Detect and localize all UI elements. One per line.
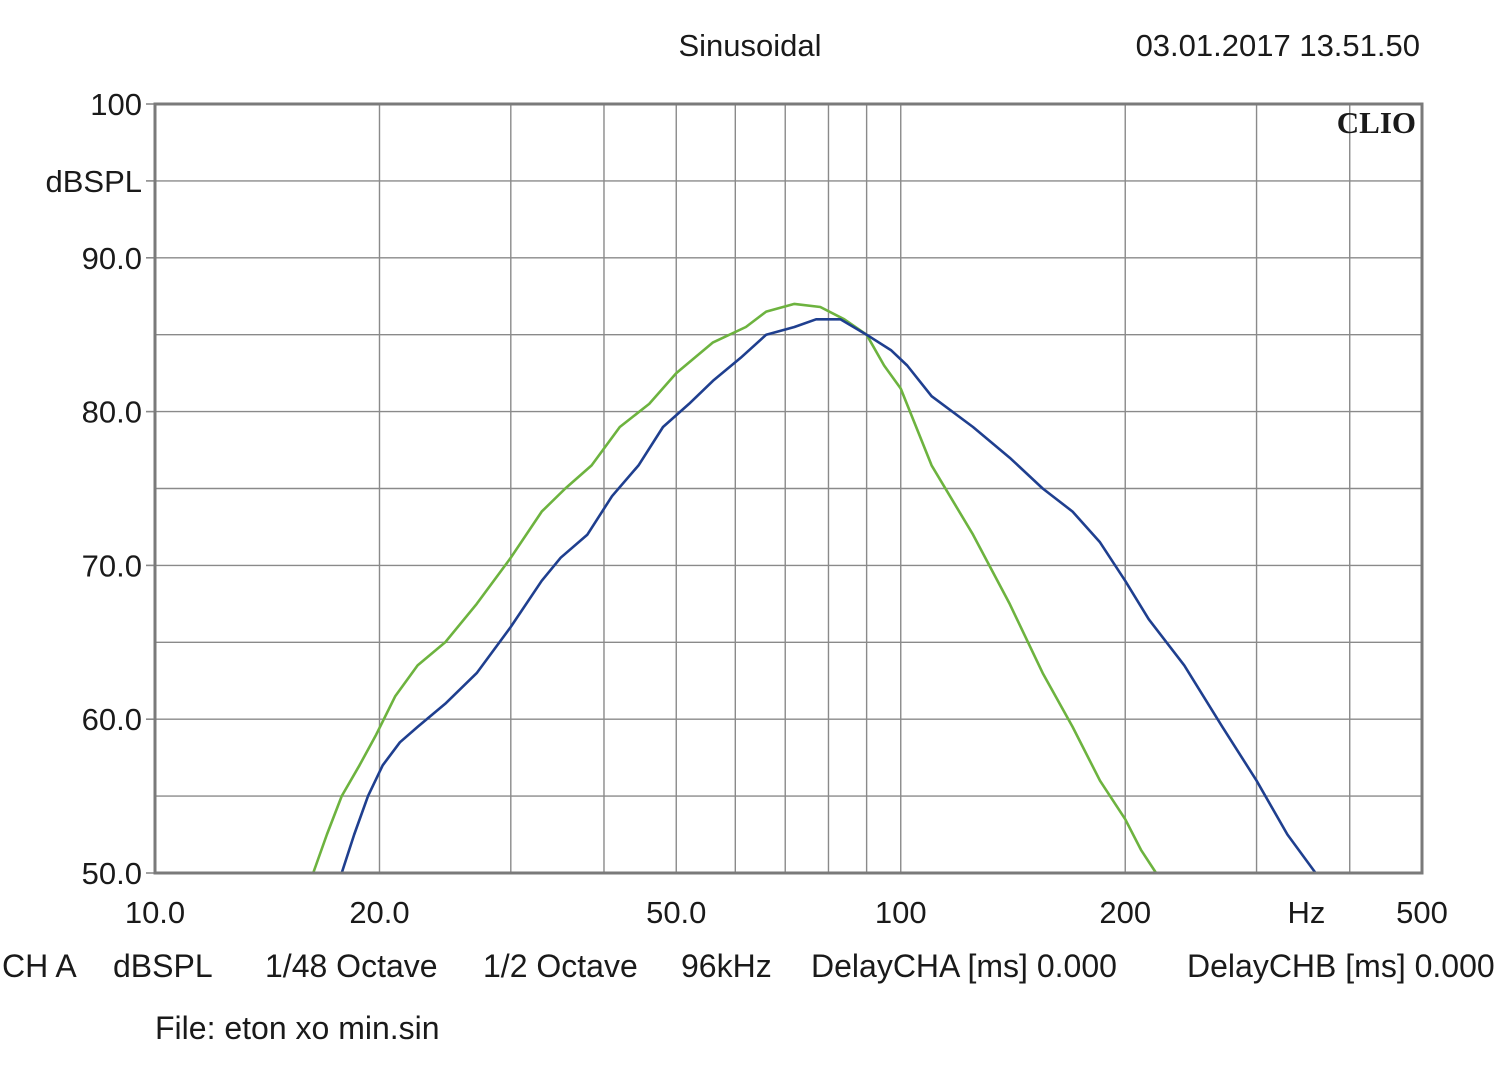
unit-label: dBSPL: [113, 948, 213, 984]
y-axis-unit-label: dBSPL: [45, 164, 142, 199]
y-tick-label: 90.0: [82, 241, 142, 276]
chart-title: Sinusoidal: [678, 28, 821, 63]
series-line-1: [311, 302, 1158, 875]
timestamp: 03.01.2017 13.51.50: [1136, 28, 1420, 63]
axis-text-layer: 10.0 20.0 50.0 100 200 500 Hz 100 90.0 80.0 70.0 60…: [45, 87, 1447, 930]
x-tick-label: 200: [1099, 895, 1151, 930]
plot-frame: [153, 102, 1424, 875]
y-tick-label: 80.0: [82, 395, 142, 430]
curves-layer: [311, 302, 1317, 875]
smoothing-label: 1/2 Octave: [483, 948, 638, 984]
y-tick-label: 70.0: [82, 548, 142, 583]
delay-cha-label: DelayCHA [ms] 0.000: [811, 948, 1117, 984]
channel-label: CH A: [2, 948, 77, 984]
x-tick-label: 500: [1396, 895, 1448, 930]
resolution-label: 1/48 Octave: [265, 948, 438, 984]
clio-logo: CLIO: [1337, 105, 1416, 140]
series-line-2: [340, 318, 1317, 875]
y-tick-label: 60.0: [82, 702, 142, 737]
x-tick-label: 50.0: [646, 895, 706, 930]
delay-chb-label: DelayCHB [ms] 0.000: [1187, 948, 1495, 984]
file-name-label: File: eton xo min.sin: [155, 1010, 440, 1046]
x-tick-label: 20.0: [349, 895, 409, 930]
x-tick-label: 10.0: [125, 895, 185, 930]
sample-rate-label: 96kHz: [681, 948, 772, 984]
measurement-info-bar: CH A dBSPL 1/48 Octave 1/2 Octave 96kHz …: [0, 948, 1500, 996]
y-tick-label: 100: [90, 87, 142, 122]
grid-layer: [146, 103, 1422, 874]
y-tick-label: 50.0: [82, 856, 142, 891]
x-tick-label: 100: [875, 895, 927, 930]
x-axis-unit-label: Hz: [1288, 895, 1326, 930]
